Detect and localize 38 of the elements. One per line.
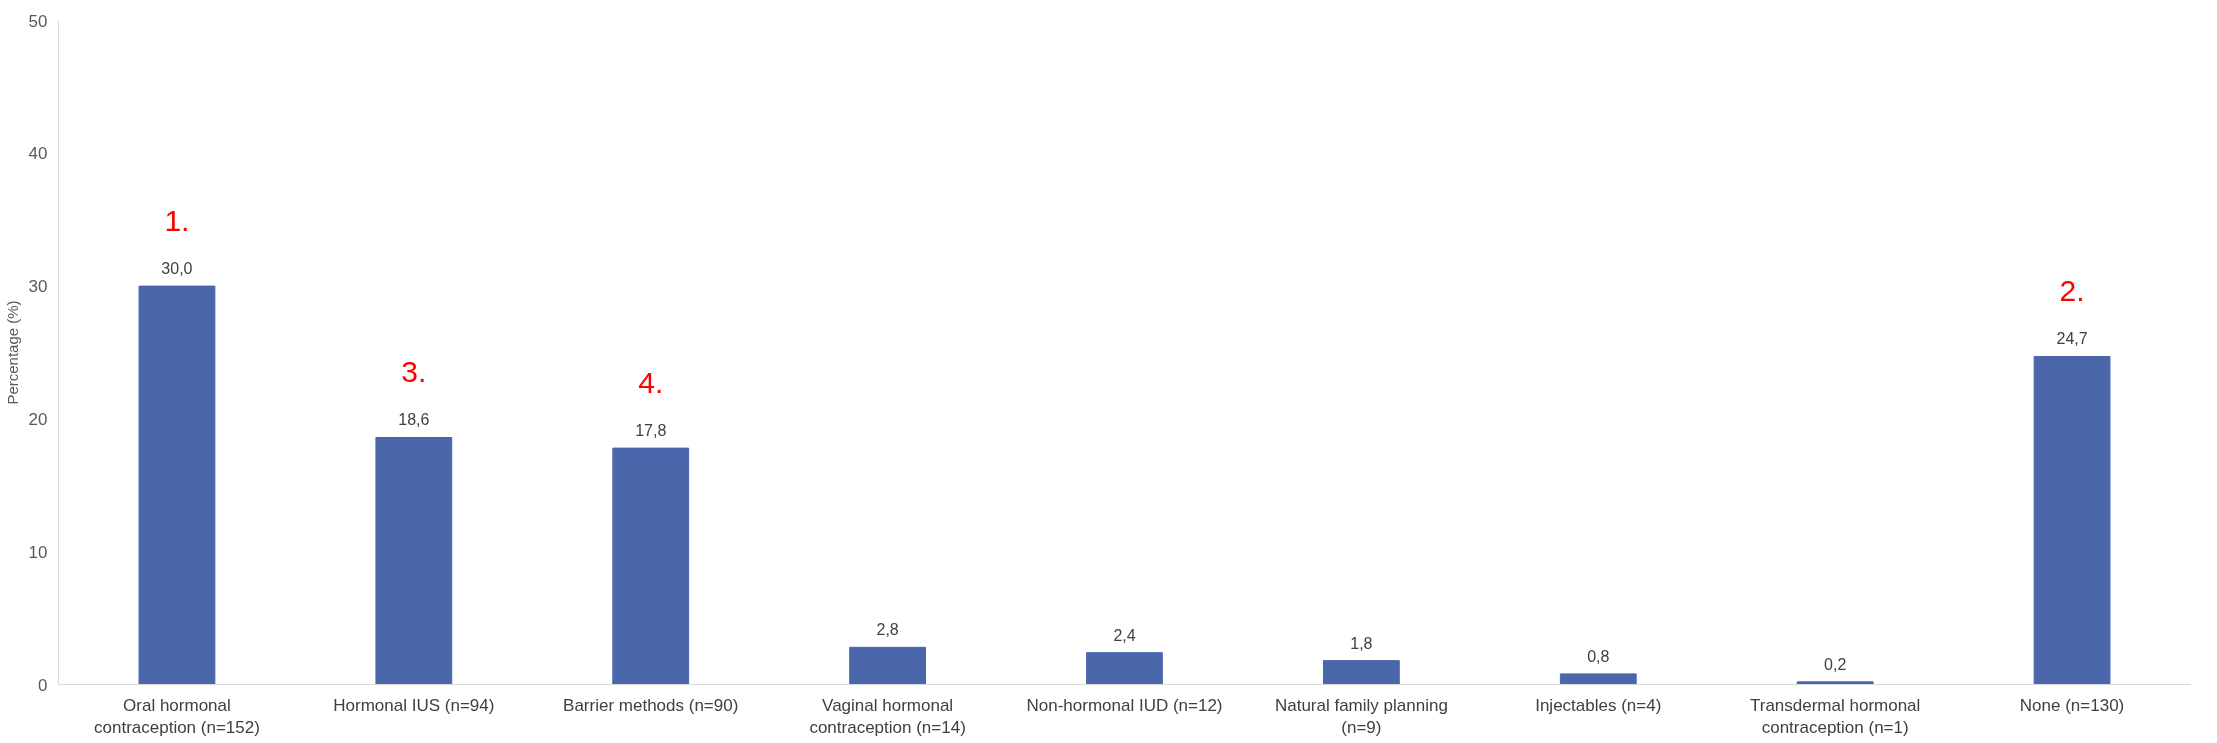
annotation: 3.	[401, 355, 427, 389]
x-tick-label: Oral hormonal contraception (n=152)	[94, 695, 260, 738]
y-tick-label: 30	[28, 277, 48, 297]
bar	[612, 447, 690, 685]
y-tick-label: 50	[28, 11, 48, 31]
bar	[375, 436, 453, 685]
x-tick-label: Transdermal hormonal contraception (n=1)	[1749, 695, 1921, 738]
x-tick-label: Non-hormonal IUD (n=12)	[1026, 695, 1223, 715]
data-label: 1,8	[1350, 634, 1373, 652]
y-axis-title: Percentage (%)	[3, 300, 21, 405]
y-tick-label: 40	[28, 144, 48, 164]
x-tick-label: Hormonal IUS (n=94)	[333, 695, 495, 715]
x-tick-label: None (n=130)	[2019, 695, 2125, 715]
annotation: 4.	[638, 366, 664, 400]
annotation: 2.	[2059, 274, 2085, 308]
data-label: 30,0	[161, 260, 193, 278]
data-label: 0,2	[1824, 655, 1847, 673]
data-label: 2,4	[1113, 626, 1136, 644]
y-tick-label: 20	[28, 409, 48, 429]
x-tick-label: Injectables (n=4)	[1535, 695, 1662, 715]
data-label: 17,8	[635, 422, 667, 440]
bar	[1559, 673, 1637, 685]
x-tick-label: Vaginal hormonal contraception (n=14)	[809, 695, 966, 738]
data-label: 18,6	[398, 411, 430, 429]
bar	[138, 285, 216, 685]
x-tick-label: Natural family planning (n=9)	[1274, 695, 1448, 738]
y-tick-label: 0	[38, 675, 48, 695]
data-label: 0,8	[1587, 647, 1610, 665]
x-tick-label: Barrier methods (n=90)	[563, 695, 739, 715]
bar	[849, 646, 927, 685]
bar	[2033, 355, 2111, 685]
data-label: 2,8	[876, 621, 899, 639]
bar	[1086, 652, 1163, 685]
y-tick-label: 10	[28, 542, 48, 562]
annotation: 1.	[164, 204, 190, 238]
data-label: 24,7	[2056, 330, 2088, 348]
bar	[1322, 660, 1400, 685]
bar	[1796, 681, 1874, 685]
